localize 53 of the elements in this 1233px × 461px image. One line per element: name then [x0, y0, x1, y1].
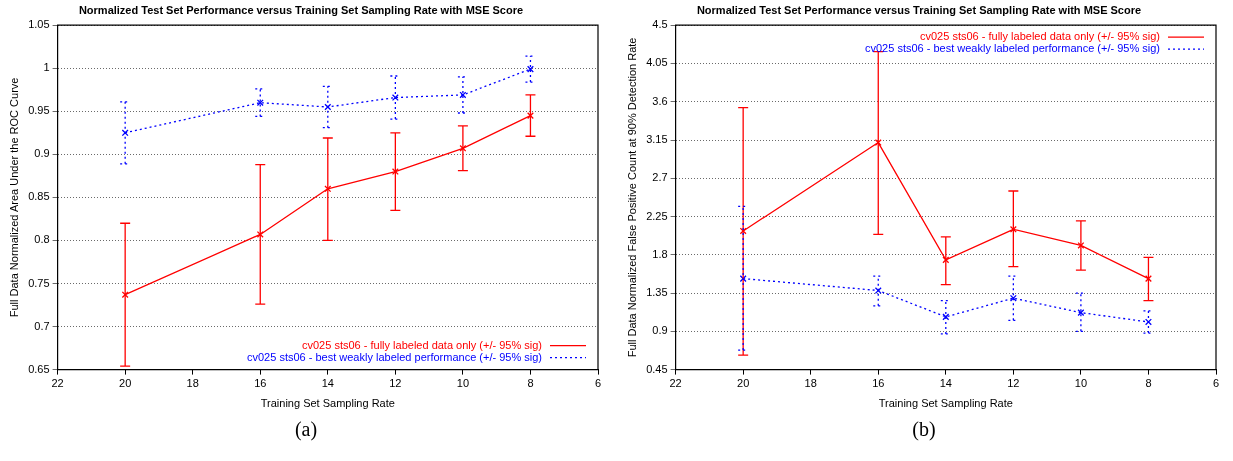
x-tick-label: 6: [1212, 377, 1220, 390]
x-axis-title: Training Set Sampling Rate: [260, 397, 395, 410]
x-tick-label: 8: [1145, 377, 1152, 390]
x-tick-label: 10: [456, 377, 470, 390]
point: [1144, 318, 1152, 326]
y-tick-label: 2.25: [646, 209, 668, 222]
x-tick-label: 10: [1074, 377, 1088, 390]
text: (a): [293, 418, 319, 441]
x-tick-label: 14: [939, 377, 952, 390]
y-tick-label: 3.6: [652, 94, 668, 107]
y-tick-label: 0.65: [28, 362, 50, 375]
y-tick-label: 4.5: [652, 18, 668, 31]
x-tick-label: 20: [119, 377, 132, 390]
x-tick-label: 18: [186, 377, 199, 390]
y-tick-label: 0.8: [34, 233, 50, 246]
y-tick-label: 0.9: [34, 147, 50, 160]
y-tick-label: 2.7: [652, 171, 668, 184]
x-tick-label: 16: [254, 377, 267, 390]
y-tick-label: 1.8: [652, 247, 668, 260]
x-tick-label: 22: [669, 377, 682, 390]
x-tick-label: 8: [527, 377, 534, 390]
x-tick-label: 14: [321, 377, 334, 390]
x-tick-label: 12: [389, 377, 402, 390]
x-tick-label: 6: [594, 377, 602, 390]
legend-label: cv025 sts06 - best weakly labeled performance (+/- 95% sig): [864, 42, 1160, 55]
y-tick-label: 1.05: [28, 18, 50, 31]
y-tick-label: 0.95: [28, 104, 50, 117]
y-axis-title: Full Data Normalized Area Under the ROC Curve: [7, 77, 20, 318]
y-tick-label: 0.9: [652, 324, 668, 337]
chart-title: Normalized Test Set Performance versus Training Set Sampling Rate with MSE Score: [78, 3, 524, 16]
text: (b): [911, 418, 937, 441]
y-tick-label: 0.75: [28, 276, 50, 289]
x-tick-label: 22: [51, 377, 64, 390]
x-tick-label: 16: [872, 377, 885, 390]
legend-label: cv025 sts06 - best weakly labeled performance (+/- 95% sig): [246, 350, 542, 363]
x-tick-label: 20: [737, 377, 750, 390]
y-tick-label: 1.35: [646, 286, 668, 299]
y-tick-label: 0.45: [646, 362, 668, 375]
legend-label: cv025 sts06 - fully labeled data only (+/- 95% sig): [920, 30, 1160, 43]
y-tick-label: 0.85: [28, 190, 50, 203]
y-tick-label: 1: [43, 61, 50, 74]
x-tick-label: 12: [1007, 377, 1020, 390]
legend-label: cv025 sts06 - fully labeled data only (+/- 95% sig): [302, 338, 542, 351]
y-tick-label: 0.7: [34, 319, 50, 332]
point: [1077, 309, 1085, 317]
y-tick-label: 3.15: [646, 133, 668, 146]
y-tick-label: 4.05: [646, 56, 668, 69]
x-axis-title: Training Set Sampling Rate: [878, 397, 1013, 410]
point: [1009, 294, 1017, 302]
x-tick-label: 18: [804, 377, 817, 390]
point: [526, 65, 534, 73]
chart-title: Normalized Test Set Performance versus Training Set Sampling Rate with MSE Score: [696, 3, 1142, 16]
y-axis-title: Full Data Normalized False Positive Count at 90% Detection Rate: [625, 37, 638, 358]
